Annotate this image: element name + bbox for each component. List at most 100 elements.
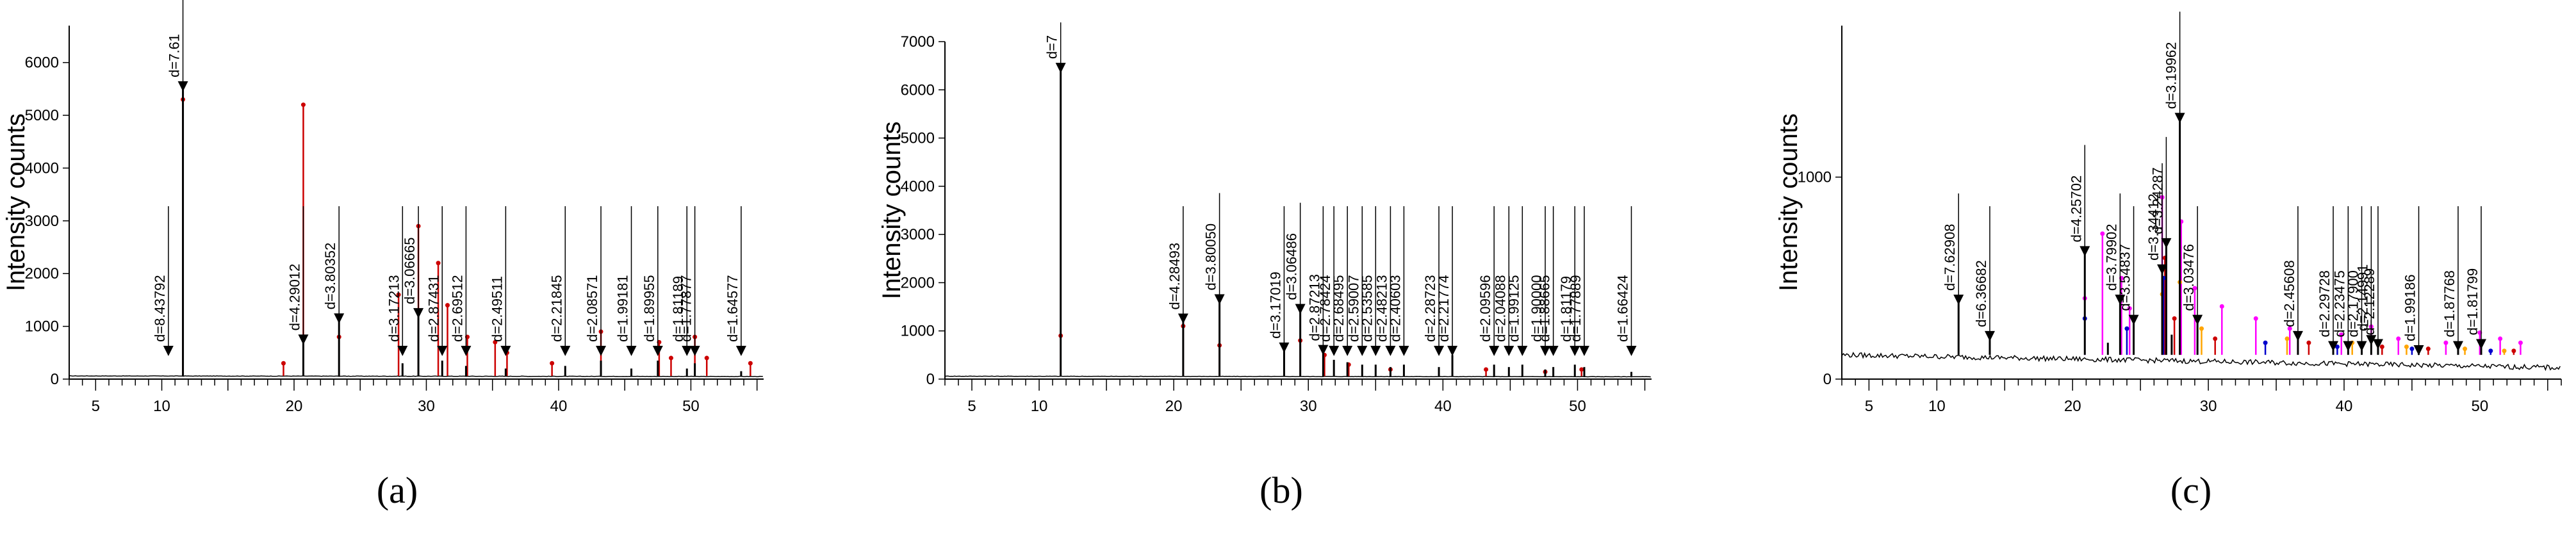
d-spacing-label: d=2.49511: [489, 276, 505, 342]
peak-triangle-marker: [1399, 346, 1409, 356]
peak-marker: [1484, 367, 1489, 372]
peak-marker: [2425, 346, 2431, 352]
peak-triangle-marker: [1370, 346, 1381, 356]
x-tick-label: 20: [2064, 398, 2081, 415]
peak-triangle-marker: [2343, 341, 2354, 352]
peak-triangle-marker: [1447, 346, 1458, 356]
peak-triangle-marker: [1434, 346, 1445, 356]
panel-label: (b): [1259, 469, 1303, 511]
d-spacing-label: d=2.78424: [1317, 275, 1333, 342]
x-tick-label: 50: [2472, 398, 2489, 415]
peak-triangle-marker: [500, 346, 511, 356]
x-tick-label: 5: [967, 398, 976, 415]
d-spacing-label: d=2.45608: [2281, 260, 2297, 327]
baseline-trace: [944, 375, 1651, 378]
peak-triangle-marker: [2115, 295, 2126, 305]
d-spacing-label: d=1.81799: [2465, 268, 2481, 336]
x-tick-label: 10: [153, 398, 170, 415]
x-tick-label: 40: [2336, 398, 2353, 415]
y-tick-label: 5000: [901, 130, 935, 147]
peak-triangle-marker: [2413, 345, 2424, 355]
d-spacing-label: d=2.87213: [1306, 274, 1322, 341]
y-tick-label: 3000: [25, 213, 59, 230]
x-tick-label: 5: [92, 398, 100, 415]
peak-triangle-marker: [2157, 264, 2168, 275]
x-tick-label: 10: [1928, 398, 1946, 415]
peak-triangle-marker: [1626, 346, 1637, 356]
peak-marker: [2199, 326, 2204, 331]
d-spacing-label: d=1.89955: [641, 275, 657, 342]
peak-triangle-marker: [1318, 345, 1329, 355]
peak-triangle-marker: [1984, 330, 1995, 341]
peak-triangle-marker: [413, 308, 424, 319]
peak-marker: [2463, 346, 2468, 352]
d-spacing-label: d=1.90000: [1529, 275, 1545, 342]
y-tick-label: 2000: [25, 265, 59, 282]
peak-triangle-marker: [1295, 304, 1306, 314]
peak-marker: [2334, 345, 2340, 350]
peak-triangle-marker: [334, 313, 345, 324]
d-spacing-label: d=1.81189: [670, 276, 686, 342]
d-spacing-label: d=4.29012: [286, 264, 302, 331]
d-spacing-label: d=3.06486: [1284, 233, 1300, 300]
d-spacing-label: d=2.59007: [1345, 275, 1361, 342]
peak-triangle-marker: [1540, 346, 1551, 356]
x-tick-label: 40: [1434, 398, 1452, 415]
peak-marker: [2379, 345, 2384, 350]
y-tick-label: 4000: [901, 178, 935, 195]
x-tick-label: 50: [682, 398, 700, 415]
peak-marker: [748, 361, 753, 366]
d-spacing-label: d=3.54837: [2117, 244, 2133, 311]
peak-triangle-marker: [1342, 346, 1353, 356]
d-spacing-label: d=2.17900: [2345, 270, 2361, 337]
y-tick-label: 7000: [901, 33, 935, 51]
peak-triangle-marker: [2128, 314, 2139, 325]
peak-triangle-marker: [1357, 346, 1368, 356]
peak-triangle-marker: [2475, 339, 2486, 350]
peak-triangle-marker: [689, 346, 700, 356]
peak-triangle-marker: [735, 346, 746, 356]
peak-triangle-marker: [2161, 238, 2172, 248]
d-spacing-label: d=2.28723: [1422, 275, 1438, 342]
peak-triangle-marker: [652, 346, 663, 356]
d-spacing-label: d=1.77877: [678, 275, 694, 342]
peak-marker: [2100, 231, 2105, 236]
y-tick-label: 2000: [901, 274, 935, 291]
peak-marker: [300, 102, 306, 108]
x-tick-label: 20: [286, 398, 303, 415]
y-tick-label: 1000: [25, 318, 59, 336]
peak-marker: [2339, 332, 2344, 337]
peak-marker: [704, 355, 709, 361]
peak-marker: [2287, 326, 2292, 331]
peak-marker: [2219, 304, 2224, 309]
peak-triangle-marker: [1214, 294, 1225, 305]
d-spacing-label: d=2.48213: [1374, 275, 1390, 342]
d-spacing-label: d=6.36682: [1973, 260, 1989, 327]
d-spacing-label: d=2.69512: [449, 275, 465, 342]
peak-marker: [2253, 316, 2258, 321]
d-spacing-label: d=3.24287: [2149, 167, 2165, 234]
peak-marker: [668, 355, 673, 361]
y-tick-label: 1000: [901, 323, 935, 340]
peak-triangle-marker: [2192, 314, 2203, 325]
peak-marker: [445, 303, 450, 308]
chart-panel-a: 5 10 20 30 40 50 0 1000 2000 3000 4000 5000 6000 Inte…: [2, 0, 764, 511]
x-tick-label: 20: [1165, 398, 1183, 415]
peak-triangle-marker: [1055, 63, 1066, 74]
y-tick-label: 0: [1823, 371, 1832, 388]
peak-marker: [2518, 340, 2523, 345]
peak-triangle-marker: [437, 346, 448, 356]
d-spacing-label: d=1.99181: [615, 275, 631, 342]
peak-marker: [1579, 367, 1584, 372]
d-spacing-label: d=2.14991: [2354, 264, 2370, 332]
d-spacing-label: d=2.09596: [1477, 275, 1493, 342]
d-spacing-label: d=4.28493: [1167, 243, 1183, 310]
d-spacing-label: d=7.62908: [1942, 224, 1958, 291]
peak-marker: [2409, 346, 2415, 352]
d-spacing-label: d=3.79902: [2103, 224, 2119, 291]
y-axis-label: Intensity counts: [878, 122, 906, 300]
peak-triangle-marker: [2372, 339, 2383, 350]
d-spacing-label: d=1.66424: [1614, 275, 1630, 342]
